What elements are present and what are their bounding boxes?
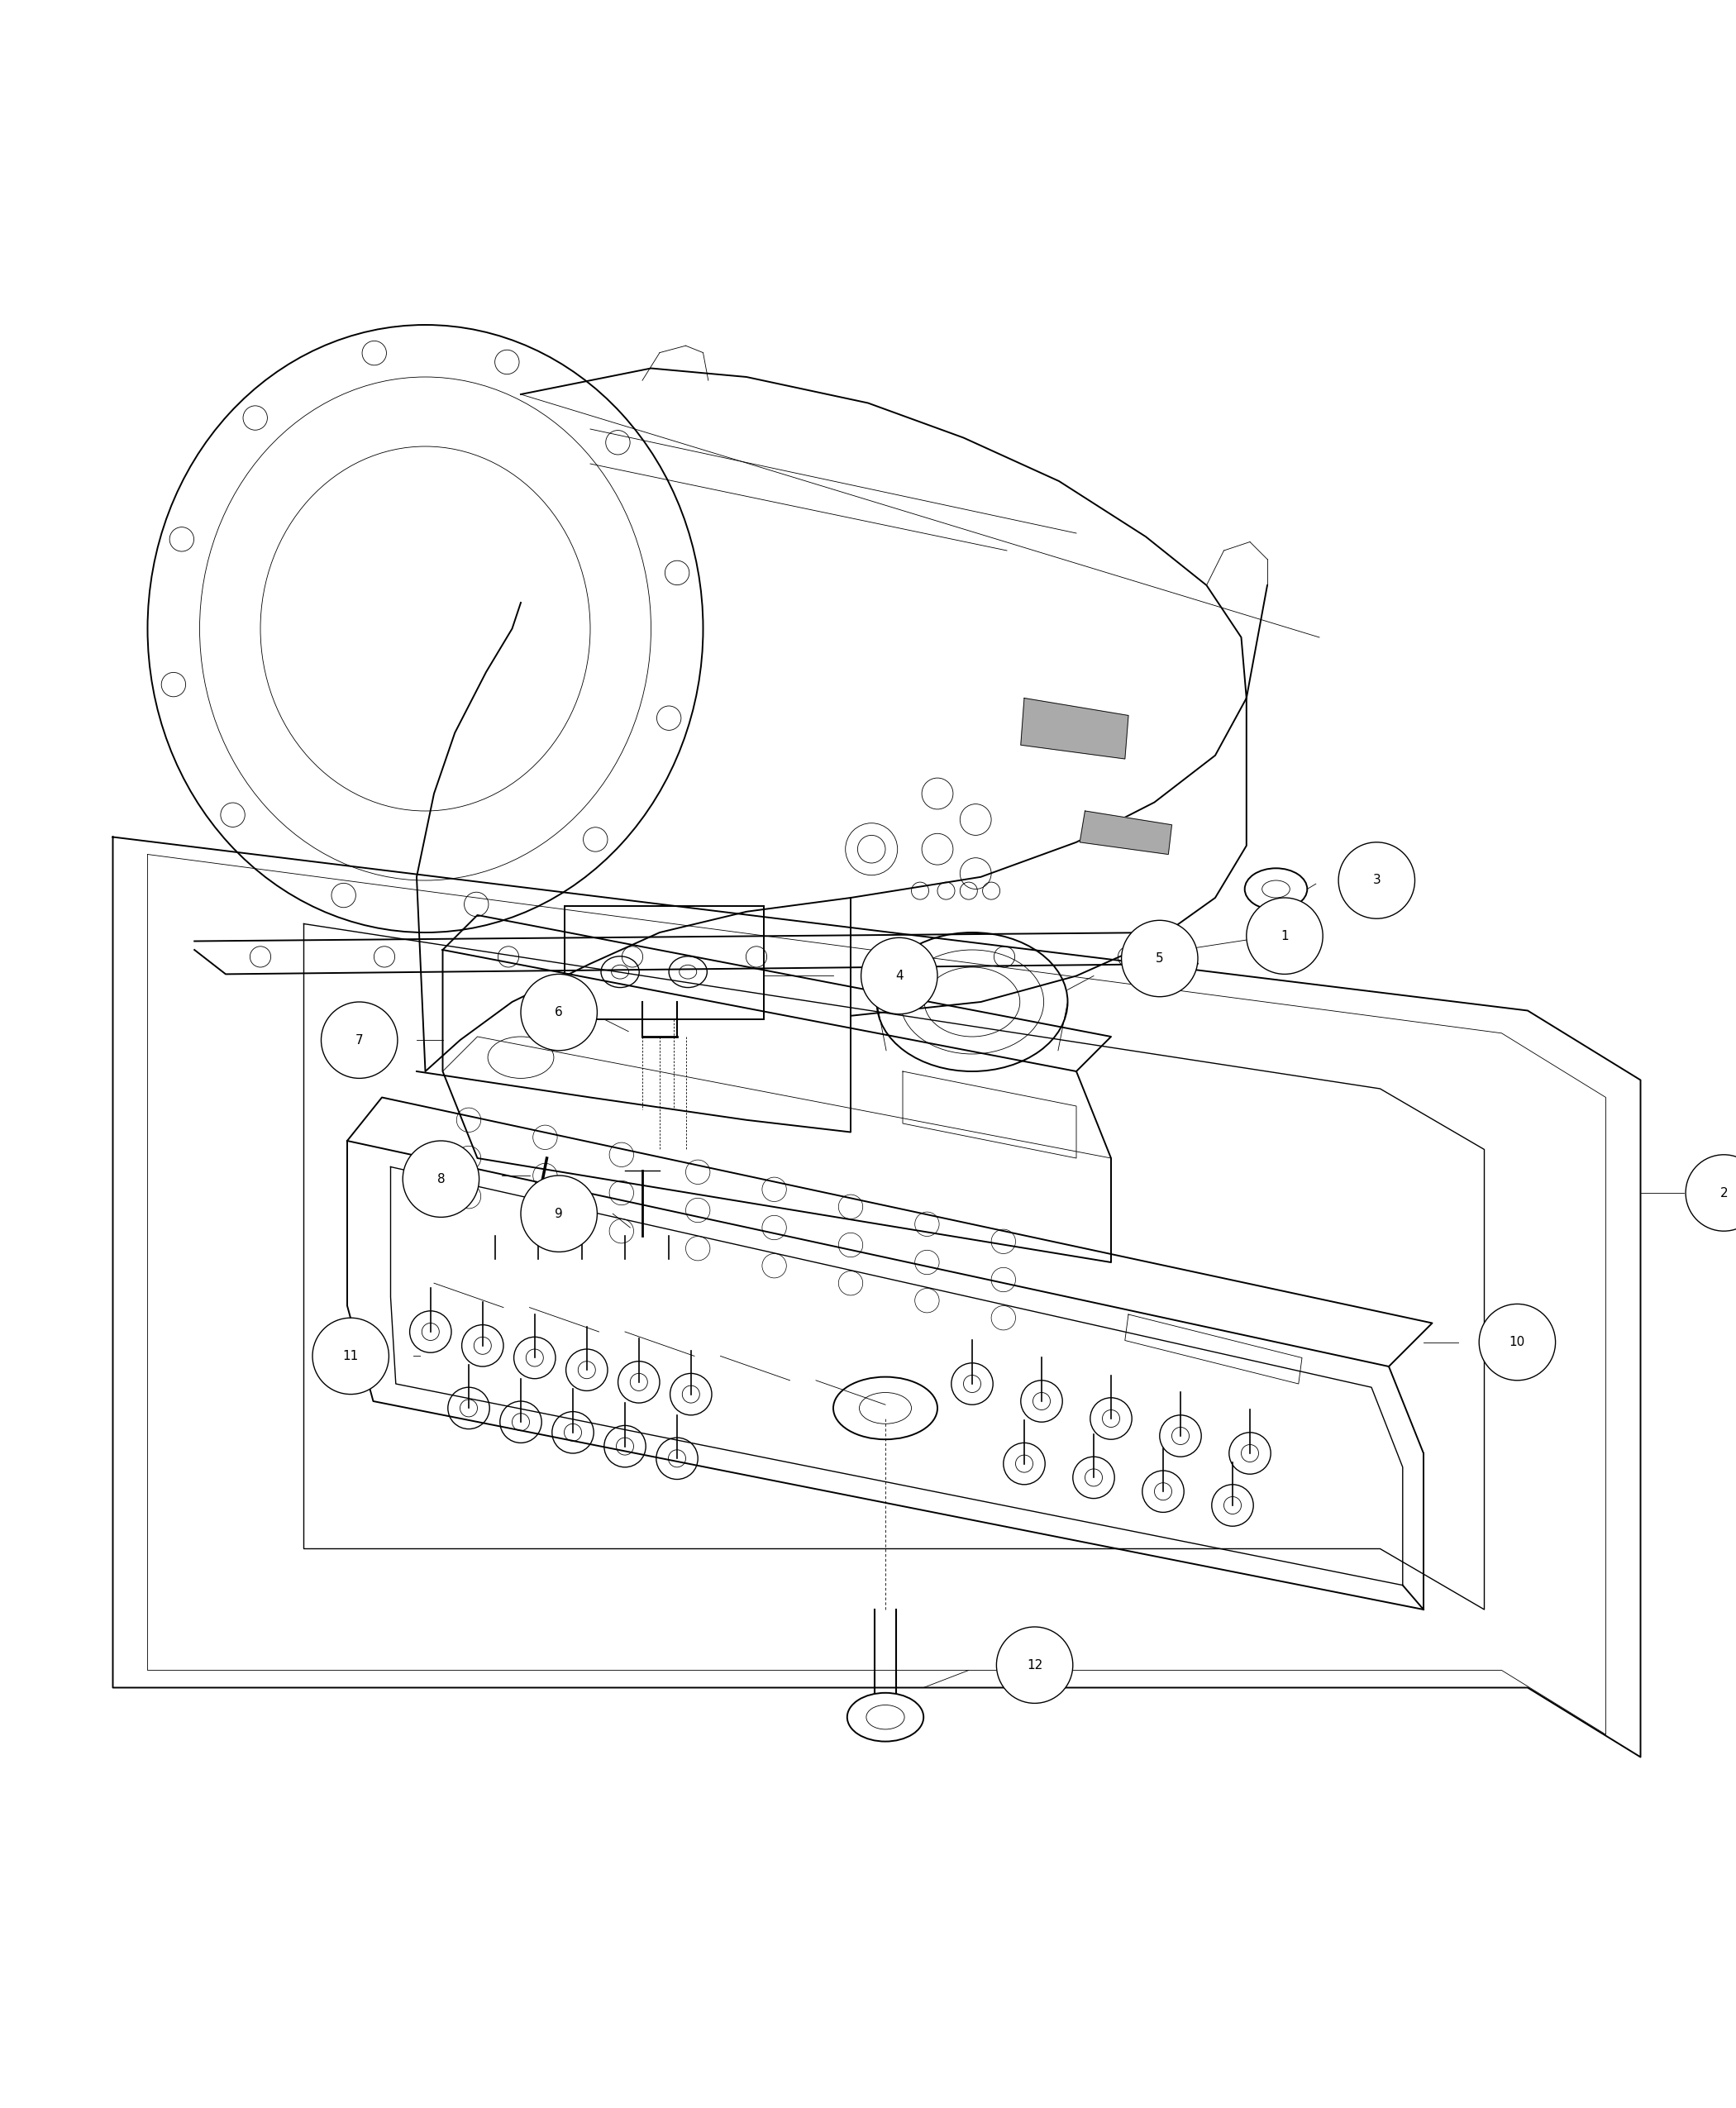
Circle shape [312, 1318, 389, 1393]
Text: 12: 12 [1026, 1659, 1043, 1672]
Text: 7: 7 [356, 1033, 363, 1046]
Text: 11: 11 [342, 1349, 359, 1362]
Circle shape [1686, 1155, 1736, 1231]
Bar [564, 906, 764, 1020]
Circle shape [1479, 1305, 1555, 1381]
Circle shape [1121, 921, 1198, 997]
Circle shape [403, 1140, 479, 1216]
Polygon shape [1021, 698, 1128, 759]
Polygon shape [1080, 812, 1172, 854]
Text: 5: 5 [1156, 953, 1163, 965]
Text: 1: 1 [1281, 930, 1288, 942]
Circle shape [321, 1001, 398, 1079]
Circle shape [521, 1176, 597, 1252]
Circle shape [1246, 898, 1323, 974]
Text: 9: 9 [556, 1208, 562, 1221]
Text: 8: 8 [437, 1172, 444, 1185]
Text: 6: 6 [556, 1006, 562, 1018]
Text: 3: 3 [1373, 875, 1380, 887]
Text: 4: 4 [896, 970, 903, 982]
Circle shape [521, 974, 597, 1050]
Circle shape [996, 1627, 1073, 1703]
Circle shape [1338, 843, 1415, 919]
Circle shape [861, 938, 937, 1014]
Text: 10: 10 [1509, 1336, 1526, 1349]
Text: 2: 2 [1720, 1187, 1727, 1199]
